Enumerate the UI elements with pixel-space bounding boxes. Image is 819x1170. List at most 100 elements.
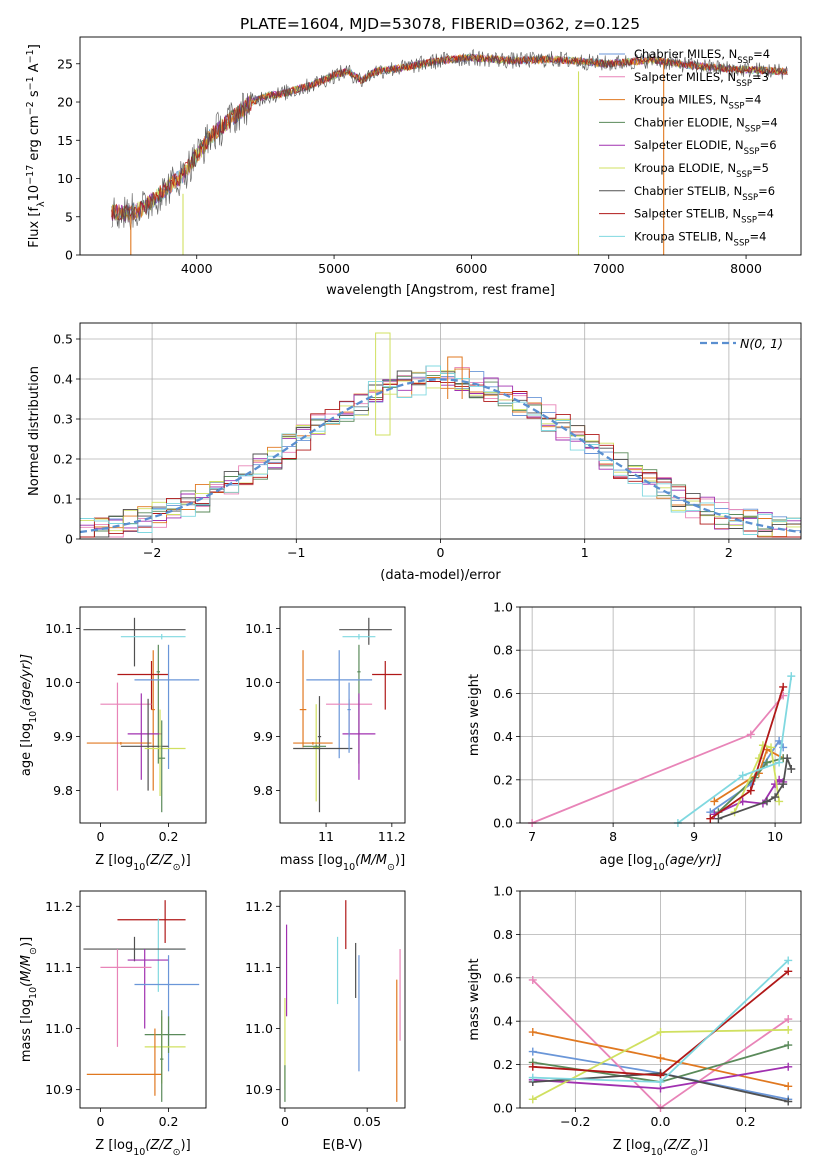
data-point [784, 1025, 793, 1034]
label-part: Normed distribution [27, 366, 42, 496]
x-tick-label: 0.2 [159, 1114, 179, 1129]
legend-entry-part: Chabrier STELIB, N [634, 184, 742, 198]
y-axis-label: mass [log10(M/M⊙)] [19, 937, 39, 1062]
axes-frame [279, 890, 406, 1109]
legend-entry-part: =6 [760, 138, 777, 152]
label-part: )] [395, 853, 405, 868]
massweight-vs-Z-panel: −0.2 0.0 0.2 0.0 0.2 0.4 0.6 0.8 1.0 Z [log10(Z/Z… [467, 884, 802, 1158]
legend-entry-part: Salpeter ELODIE, N [634, 138, 744, 152]
y-tick-label: 1.0 [493, 884, 513, 899]
x-tick-label: 0.2 [159, 829, 179, 844]
label-part: 10 [133, 862, 145, 873]
data-point [710, 797, 719, 806]
data-point [528, 1073, 537, 1082]
x-axis-label: Z [log10(Z/Z⊙)] [613, 1138, 708, 1158]
x-tick-label: 0.0 [651, 1114, 671, 1129]
label-part: E(B-V) [322, 1138, 362, 1153]
y-tick-label: 0.2 [53, 452, 73, 467]
data-point [656, 1028, 665, 1037]
label-part: erg cm [27, 115, 42, 164]
label-part: (M/M [355, 853, 387, 868]
legend-entry: Chabrier ELODIE, NSSP=4 [634, 115, 778, 134]
label-part: Z [log [95, 1138, 133, 1153]
legend-entry-part: =4 [749, 229, 766, 243]
legend-entry-part: =6 [758, 184, 775, 198]
data-point [738, 771, 747, 780]
legend-entry-part: Chabrier MILES, N [634, 47, 737, 61]
label-part: (Z/Z [145, 853, 173, 868]
legend-entry: Kroupa MILES, NSSP=4 [634, 93, 761, 112]
data-point [784, 1015, 793, 1024]
y-tick-label: 10.9 [245, 1082, 273, 1097]
y-tick-label: 0 [65, 532, 73, 547]
x-tick-label: 0 [281, 1114, 289, 1129]
y-axis-label: Flux [fλ10−17 erg cm−2 s−1 A−1] [25, 44, 47, 248]
legend-entry-part: Kroupa STELIB, N [634, 229, 734, 243]
y-tick-label: 0.4 [53, 372, 73, 387]
x-axis-label: mass [log10(M/M⊙)] [280, 853, 405, 873]
label-part: (age/yr)] [665, 853, 722, 868]
y-tick-label: 0.0 [493, 1101, 513, 1116]
label-part: ⊙ [173, 862, 181, 873]
legend: Chabrier MILES, N SSP =4 Salpeter MILES, N S… [599, 47, 778, 248]
label-part: 10 [28, 711, 39, 723]
label-part: )] [181, 853, 191, 868]
label-part: Flux [f [27, 207, 42, 248]
legend-entry: Salpeter ELODIE, NSSP=6 [634, 138, 777, 157]
label-part: 10 [653, 862, 665, 873]
data-point [775, 797, 784, 806]
residuals-panel: −2 −1 0 1 2 0 0.1 0.2 0.3 0.4 0.5 (data-model)/erro… [27, 322, 802, 583]
normal-curve [79, 378, 802, 534]
legend-entry-part: =5 [752, 161, 769, 175]
legend-entry: Kroupa ELODIE, NSSP=5 [634, 161, 769, 180]
label-part: −1 [25, 49, 36, 63]
data-point [783, 754, 792, 763]
x-axis-label: wavelength [Angstrom, rest frame] [326, 283, 555, 298]
label-part: 10 [133, 1147, 145, 1158]
label-part: ⊙ [173, 1147, 181, 1158]
y-tick-label: 11.0 [245, 1021, 273, 1036]
label-part: 10 [27, 185, 42, 202]
y-tick-label: 10 [57, 171, 73, 186]
axes-frame [79, 322, 802, 540]
data-point [784, 1041, 793, 1050]
x-tick-label: 0 [96, 829, 104, 844]
axes-frame [279, 606, 406, 824]
legend-entry-part: Kroupa MILES, N [634, 93, 729, 107]
histogram-bin [375, 332, 391, 399]
y-tick-label: 25 [57, 56, 73, 71]
axes-frame [79, 606, 207, 824]
x-tick-label: 8 [609, 829, 617, 844]
x-tick-label: 0 [437, 545, 445, 560]
y-tick-label: 11.1 [45, 960, 73, 975]
x-tick-label: 9 [690, 829, 698, 844]
legend-entry: Salpeter STELIB, NSSP=4 [634, 207, 774, 226]
data-point [528, 975, 537, 984]
legend-entry-part: SSP [744, 147, 760, 157]
legend-entry-part: Chabrier ELODIE, N [634, 115, 745, 129]
x-tick-label: 1 [581, 545, 589, 560]
histogram-bin [447, 356, 463, 399]
mass-vs-EBV-panel: 0 0.05 10.9 11.0 11.1 11.2 E(B-V) [245, 890, 406, 1153]
data-point [762, 758, 771, 767]
data-point [746, 730, 755, 739]
y-tick-label: 9.8 [253, 783, 273, 798]
label-part: s [27, 90, 42, 101]
data-point [714, 814, 723, 823]
x-tick-label: −2 [143, 545, 161, 560]
legend-entry-part: SSP [742, 193, 758, 203]
y-tick-label: 10.9 [45, 1082, 73, 1097]
legend-entry-part: Salpeter MILES, N [634, 70, 736, 84]
y-tick-label: 0.2 [493, 1057, 513, 1072]
age-vs-mass-panel: 11 11.2 9.8 9.9 10.0 10.1 mass [log10(M/M⊙)] [245, 606, 406, 873]
spectrum-series-6 [111, 48, 788, 230]
y-tick-label: 0.3 [53, 412, 73, 427]
label-part: ⊙ [387, 862, 395, 873]
y-tick-label: 11.2 [45, 899, 73, 914]
label-part: A [27, 63, 42, 76]
label-part: Z [log [613, 1138, 651, 1153]
data-point [771, 793, 780, 802]
data-point [784, 967, 793, 976]
